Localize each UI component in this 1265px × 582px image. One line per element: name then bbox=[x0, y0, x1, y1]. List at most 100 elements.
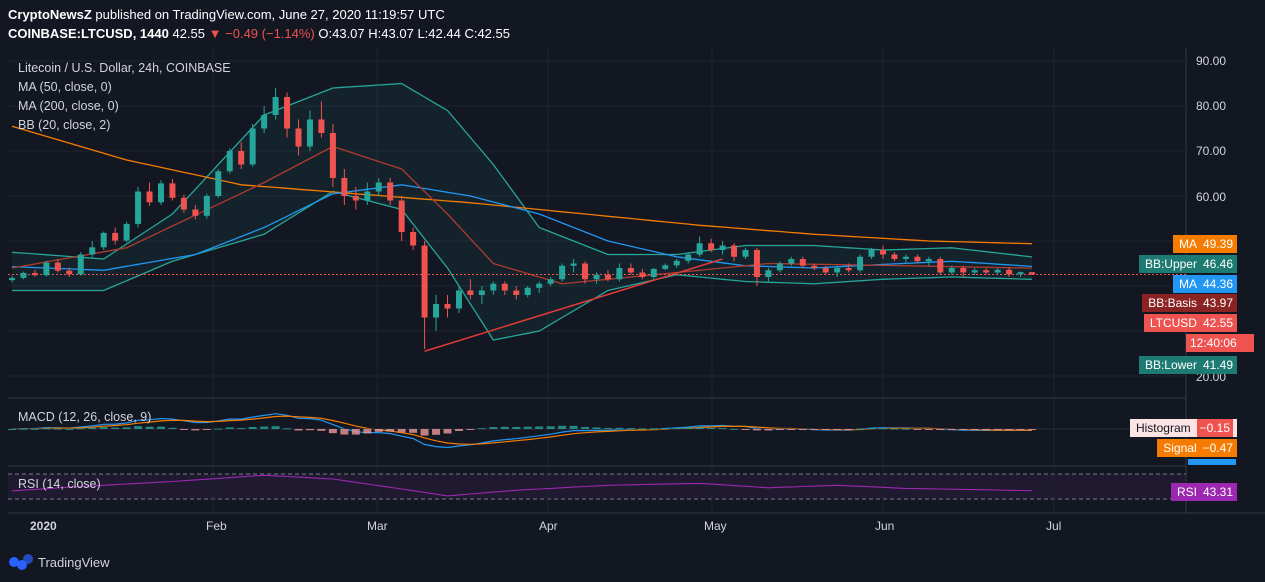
candle-body bbox=[387, 182, 394, 201]
candle-body bbox=[662, 265, 669, 269]
macd-tag-stub bbox=[1188, 459, 1236, 465]
candle-body bbox=[925, 259, 932, 262]
macd-histogram-bar bbox=[649, 428, 658, 430]
candle-body bbox=[845, 268, 852, 271]
macd-histogram-bar bbox=[798, 429, 807, 430]
macd-histogram-bar bbox=[248, 426, 257, 429]
candle-body bbox=[776, 263, 783, 271]
open-value: O:43.07 bbox=[318, 26, 365, 41]
macd-histogram-bar bbox=[409, 429, 418, 433]
tag-label: Histogram bbox=[1135, 421, 1191, 435]
tag-signal: Signal −0.47 bbox=[1157, 439, 1237, 457]
candle-body bbox=[180, 197, 187, 210]
macd-histogram-bar bbox=[890, 428, 899, 430]
legend-ma50[interactable]: MA (50, close, 0) bbox=[18, 80, 112, 94]
macd-histogram-bar bbox=[8, 429, 16, 430]
macd-histogram-bar bbox=[913, 429, 922, 430]
macd-histogram-bar bbox=[947, 429, 956, 430]
tag-label: BB:Upper bbox=[1144, 257, 1197, 271]
candle-body bbox=[318, 119, 325, 133]
macd-histogram-bar bbox=[489, 427, 498, 429]
low-value: L:42.44 bbox=[417, 26, 461, 41]
candle-body bbox=[433, 304, 440, 318]
candle-body bbox=[765, 270, 772, 277]
candle-body bbox=[306, 119, 313, 147]
candle-body bbox=[249, 128, 256, 165]
candle-body bbox=[1017, 272, 1024, 275]
candle-body bbox=[983, 270, 990, 273]
macd-histogram-bar bbox=[111, 427, 120, 429]
macd-histogram-bar bbox=[168, 427, 177, 429]
candle-body bbox=[880, 250, 887, 255]
tag-value: 43.97 bbox=[1202, 296, 1233, 310]
macd-histogram-bar bbox=[730, 428, 739, 430]
macd-histogram-bar bbox=[65, 428, 74, 430]
legend-macd[interactable]: MACD (12, 26, close, 9) bbox=[18, 410, 152, 424]
macd-histogram-bar bbox=[993, 429, 1002, 430]
countdown-timer: 12:40:06 bbox=[1186, 334, 1254, 352]
candle-body bbox=[501, 283, 508, 291]
tag-bb-upper: BB:Upper 46.46 bbox=[1138, 255, 1237, 273]
macd-histogram-bar bbox=[99, 427, 108, 429]
candle-body bbox=[66, 270, 73, 275]
candle-body bbox=[673, 260, 680, 266]
candle-body bbox=[455, 290, 462, 309]
macd-histogram-bar bbox=[615, 427, 624, 429]
macd-histogram-bar bbox=[879, 428, 888, 430]
candle-body bbox=[994, 269, 1001, 273]
last-price: 42.55 bbox=[172, 26, 206, 41]
macd-histogram-bar bbox=[764, 429, 773, 431]
candle-body bbox=[203, 196, 210, 216]
candle-body bbox=[112, 232, 119, 241]
candle-body bbox=[593, 274, 600, 280]
macd-histogram-bar bbox=[775, 429, 784, 430]
candle-body bbox=[20, 272, 27, 278]
price-tick: 70.00 bbox=[1196, 144, 1227, 158]
candle-body bbox=[719, 245, 726, 250]
candle-body bbox=[1029, 272, 1035, 275]
macd-histogram-bar bbox=[752, 429, 761, 431]
candle-body bbox=[547, 279, 554, 284]
candle-body bbox=[352, 196, 359, 201]
tag-ma50: MA 44.36 bbox=[1172, 275, 1237, 293]
tag-label: BB:Basis bbox=[1148, 296, 1197, 310]
legend-ma200[interactable]: MA (200, close, 0) bbox=[18, 99, 119, 113]
macd-histogram-bar bbox=[833, 429, 842, 430]
time-tick: Jun bbox=[875, 519, 895, 533]
candle-body bbox=[811, 265, 818, 268]
candle-body bbox=[570, 263, 577, 266]
candle-body bbox=[43, 262, 50, 276]
macd-histogram-bar bbox=[340, 429, 349, 435]
macd-histogram-bar bbox=[626, 428, 635, 430]
time-tick: Apr bbox=[539, 519, 558, 533]
tradingview-logo[interactable]: TradingView bbox=[8, 553, 110, 571]
candle-body bbox=[146, 191, 153, 203]
macd-histogram-bar bbox=[603, 427, 612, 429]
macd-histogram-bar bbox=[432, 429, 441, 435]
macd-histogram-bar bbox=[672, 428, 681, 430]
macd-histogram-bar bbox=[546, 426, 555, 429]
tag-label: MA bbox=[1178, 237, 1197, 251]
candle-body bbox=[513, 290, 520, 295]
candle-body bbox=[788, 259, 795, 264]
macd-histogram-bar bbox=[1005, 429, 1014, 430]
time-tick: Jul bbox=[1046, 519, 1062, 533]
tag-value: −0.15 bbox=[1196, 419, 1233, 437]
tag-bb-basis: BB:Basis 43.97 bbox=[1142, 294, 1237, 312]
tag-value: 42.55 bbox=[1202, 316, 1233, 330]
symbol-info: COINBASE:LTCUSD, 1440 42.55 ▼ −0.49 (−1.… bbox=[8, 26, 510, 41]
tag-label: Signal bbox=[1163, 441, 1197, 455]
macd-histogram-bar bbox=[638, 428, 647, 430]
macd-histogram-bar bbox=[305, 429, 314, 431]
macd-histogram-bar bbox=[397, 429, 406, 433]
macd-histogram-bar bbox=[741, 429, 750, 430]
candle-body bbox=[364, 191, 371, 201]
legend-rsi[interactable]: RSI (14, close) bbox=[18, 477, 101, 491]
macd-histogram-bar bbox=[443, 429, 452, 434]
macd-histogram-bar bbox=[271, 426, 280, 429]
macd-histogram-bar bbox=[466, 429, 475, 430]
macd-histogram-bar bbox=[592, 427, 601, 429]
close-value: C:42.55 bbox=[464, 26, 510, 41]
legend-bb[interactable]: BB (20, close, 2) bbox=[18, 118, 111, 132]
